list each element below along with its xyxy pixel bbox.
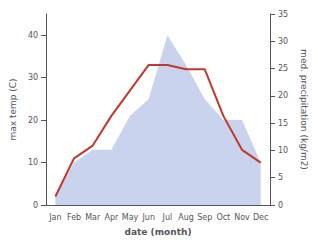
svg-text:15: 15 — [278, 119, 288, 128]
svg-text:30: 30 — [278, 37, 288, 46]
svg-text:Sep: Sep — [197, 213, 212, 222]
svg-text:30: 30 — [28, 73, 38, 82]
svg-text:med. precipitation (kg/m2): med. precipitation (kg/m2) — [299, 49, 309, 170]
svg-text:0: 0 — [33, 201, 38, 210]
svg-text:Dec: Dec — [253, 213, 268, 222]
svg-text:20: 20 — [28, 116, 38, 125]
svg-text:20: 20 — [278, 91, 288, 100]
svg-text:max temp (C): max temp (C) — [8, 78, 18, 140]
svg-text:Nov: Nov — [234, 213, 250, 222]
svg-text:Mar: Mar — [85, 213, 101, 222]
svg-text:date (month): date (month) — [125, 227, 192, 237]
svg-text:Jun: Jun — [141, 213, 155, 222]
svg-text:25: 25 — [278, 64, 288, 73]
svg-text:Feb: Feb — [67, 213, 81, 222]
svg-text:0: 0 — [278, 201, 283, 210]
svg-text:May: May — [122, 213, 139, 222]
svg-text:Apr: Apr — [104, 213, 119, 222]
svg-text:40: 40 — [28, 31, 38, 40]
svg-text:Oct: Oct — [216, 213, 230, 222]
svg-text:Aug: Aug — [178, 213, 194, 222]
svg-text:Jul: Jul — [162, 213, 173, 222]
svg-text:10: 10 — [28, 158, 38, 167]
svg-text:Jan: Jan — [48, 213, 61, 222]
svg-text:10: 10 — [278, 146, 288, 155]
svg-text:35: 35 — [278, 10, 288, 19]
svg-text:5: 5 — [278, 173, 283, 182]
